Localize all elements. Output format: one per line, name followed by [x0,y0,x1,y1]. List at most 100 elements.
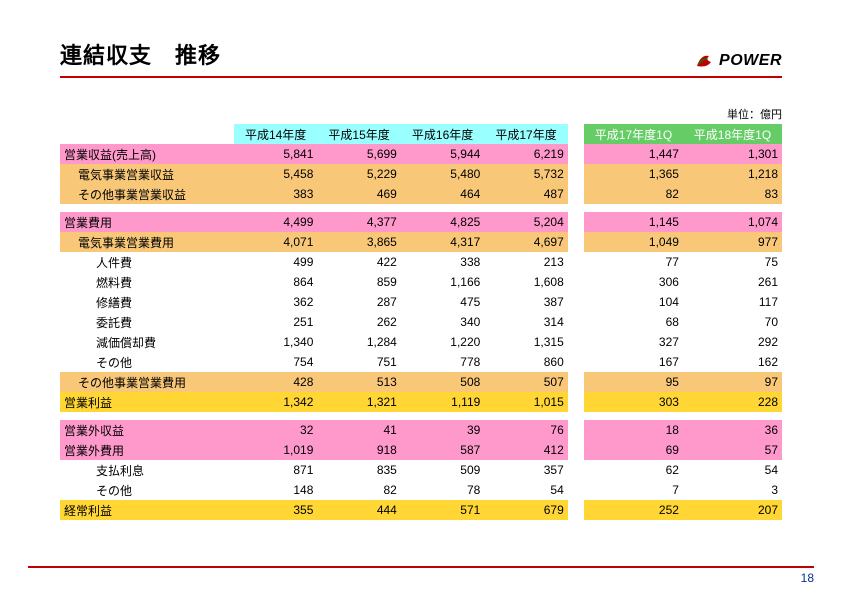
cell-value: 4,317 [401,232,484,252]
cell-value: 306 [584,272,683,292]
cell-value: 1,218 [683,164,782,184]
table-row [60,204,782,212]
cell-value: 1,220 [401,332,484,352]
cell-value: 571 [401,500,484,520]
cell-value: 428 [234,372,317,392]
cell-value: 4,499 [234,212,317,232]
financial-table: 平成14年度平成15年度平成16年度平成17年度平成17年度1Q平成18年度1Q… [60,124,782,520]
cell-value: 859 [317,272,400,292]
cell-value: 5,699 [317,144,400,164]
row-label: 燃料費 [60,272,234,292]
cell-value: 83 [683,184,782,204]
table-header-row: 平成14年度平成15年度平成16年度平成17年度平成17年度1Q平成18年度1Q [60,124,782,144]
cell-value: 508 [401,372,484,392]
cell-value: 4,071 [234,232,317,252]
cell-value: 754 [234,352,317,372]
cell-value: 95 [584,372,683,392]
row-label: 経常利益 [60,500,234,520]
table-row: 経常利益355444571679252207 [60,500,782,520]
cell-value: 252 [584,500,683,520]
cell-value: 7 [584,480,683,500]
row-label: 支払利息 [60,460,234,480]
cell-value: 104 [584,292,683,312]
cell-value: 148 [234,480,317,500]
cell-value: 340 [401,312,484,332]
cell-value: 167 [584,352,683,372]
row-label: その他事業営業収益 [60,184,234,204]
cell-value: 251 [234,312,317,332]
table-row: その他事業営業費用4285135085079597 [60,372,782,392]
cell-value: 5,841 [234,144,317,164]
table-row: 営業収益(売上高)5,8415,6995,9446,2191,4471,301 [60,144,782,164]
cell-value: 1,284 [317,332,400,352]
cell-value: 213 [484,252,567,272]
cell-value: 509 [401,460,484,480]
cell-value: 1,315 [484,332,567,352]
row-label: 営業費用 [60,212,234,232]
cell-value: 778 [401,352,484,372]
table-row: 委託費2512623403146870 [60,312,782,332]
cell-value: 117 [683,292,782,312]
cell-value: 82 [584,184,683,204]
cell-value: 1,321 [317,392,400,412]
row-label: 電気事業営業収益 [60,164,234,184]
row-label: 修繕費 [60,292,234,312]
cell-value: 5,732 [484,164,567,184]
column-header: 平成14年度 [234,124,317,144]
table-row: 電気事業営業収益5,4585,2295,4805,7321,3651,218 [60,164,782,184]
cell-value: 1,608 [484,272,567,292]
cell-value: 362 [234,292,317,312]
row-label: その他 [60,352,234,372]
cell-value: 1,015 [484,392,567,412]
cell-value: 69 [584,440,683,460]
row-label: 減価償却費 [60,332,234,352]
column-header: 平成16年度 [401,124,484,144]
cell-value: 587 [401,440,484,460]
table-row: 人件費4994223382137775 [60,252,782,272]
cell-value: 82 [317,480,400,500]
cell-value: 262 [317,312,400,332]
cell-value: 338 [401,252,484,272]
cell-value: 18 [584,420,683,440]
cell-value: 1,342 [234,392,317,412]
row-label: 人件費 [60,252,234,272]
table-row: 営業費用4,4994,3774,8255,2041,1451,074 [60,212,782,232]
cell-value: 1,301 [683,144,782,164]
cell-value: 860 [484,352,567,372]
cell-value: 387 [484,292,567,312]
cell-value: 1,074 [683,212,782,232]
cell-value: 5,944 [401,144,484,164]
table-row: 営業外収益324139761836 [60,420,782,440]
cell-value: 5,480 [401,164,484,184]
cell-value: 261 [683,272,782,292]
cell-value: 1,019 [234,440,317,460]
cell-value: 864 [234,272,317,292]
cell-value: 3 [683,480,782,500]
cell-value: 977 [683,232,782,252]
table-row: 減価償却費1,3401,2841,2201,315327292 [60,332,782,352]
table-row: 営業利益1,3421,3211,1191,015303228 [60,392,782,412]
logo-text: POWER [719,52,782,70]
cell-value: 412 [484,440,567,460]
column-header: 平成17年度1Q [584,124,683,144]
cell-value: 57 [683,440,782,460]
row-label: 営業外収益 [60,420,234,440]
cell-value: 1,145 [584,212,683,232]
cell-value: 207 [683,500,782,520]
table-row: その他事業営業収益3834694644878283 [60,184,782,204]
table-row: その他14882785473 [60,480,782,500]
table-row: 電気事業営業費用4,0713,8654,3174,6971,049977 [60,232,782,252]
cell-value: 1,340 [234,332,317,352]
row-label: 営業外費用 [60,440,234,460]
cell-value: 54 [683,460,782,480]
cell-value: 4,697 [484,232,567,252]
table-row: 燃料費8648591,1661,608306261 [60,272,782,292]
column-header: 平成15年度 [317,124,400,144]
cell-value: 469 [317,184,400,204]
page-title: 連結収支 推移 [60,38,221,70]
cell-value: 464 [401,184,484,204]
row-label: その他事業営業費用 [60,372,234,392]
cell-value: 475 [401,292,484,312]
cell-value: 751 [317,352,400,372]
row-label: 電気事業営業費用 [60,232,234,252]
